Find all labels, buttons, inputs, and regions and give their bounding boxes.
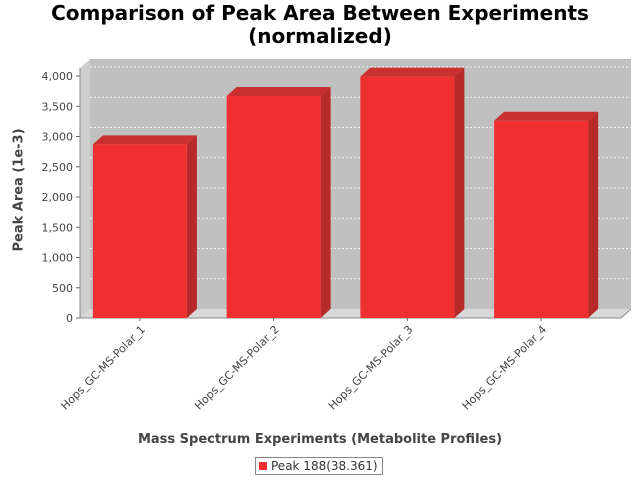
bar-top <box>92 135 197 145</box>
chart-title-line-2: (normalized) <box>248 24 392 48</box>
bar-front <box>360 76 455 318</box>
x-tick-label: Hops_GC-MS-Polar_2 <box>192 323 282 413</box>
y-tick-label: 0 <box>66 312 73 325</box>
bar-top <box>494 111 599 121</box>
bar-side <box>186 135 197 318</box>
bar-1 <box>92 135 197 318</box>
bar-front <box>92 144 187 318</box>
x-axis-label: Mass Spectrum Experiments (Metabolite Pr… <box>137 432 503 447</box>
plot-side-wall <box>80 59 90 318</box>
y-tick-label: 3,000 <box>42 131 74 144</box>
bar-4 <box>494 111 599 319</box>
y-tick-label: 3,500 <box>42 100 74 113</box>
bar-front <box>226 95 321 318</box>
bar-side <box>588 111 599 319</box>
legend: Peak 188(38.361) <box>255 457 383 475</box>
bar-front <box>494 120 589 319</box>
legend-swatch <box>259 462 267 470</box>
y-tick-label: 1,500 <box>42 221 74 234</box>
bar-3 <box>360 67 465 318</box>
bar-2 <box>226 86 331 318</box>
x-tick-label: Hops_GC-MS-Polar_4 <box>460 323 550 413</box>
plot-floor <box>80 309 631 318</box>
y-tick-label: 500 <box>52 282 73 295</box>
x-tick-label: Hops_GC-MS-Polar_3 <box>326 323 416 413</box>
chart-title-line-1: Comparison of Peak Area Between Experime… <box>51 1 589 25</box>
bar-side <box>320 86 331 318</box>
legend-label: Peak 188(38.361) <box>271 459 378 473</box>
y-tick-label: 2,000 <box>42 191 74 204</box>
y-tick-label: 1,000 <box>42 252 74 265</box>
chart-title: Comparison of Peak Area Between Experime… <box>0 2 640 48</box>
bar-top <box>360 67 465 77</box>
floor-edge <box>620 308 632 319</box>
y-tick-label: 2,500 <box>42 161 74 174</box>
y-tick-label: 4,000 <box>42 70 74 83</box>
bar-top <box>226 86 331 96</box>
bar-side <box>454 67 465 318</box>
x-tick-label: Hops_GC-MS-Polar_1 <box>58 323 148 413</box>
